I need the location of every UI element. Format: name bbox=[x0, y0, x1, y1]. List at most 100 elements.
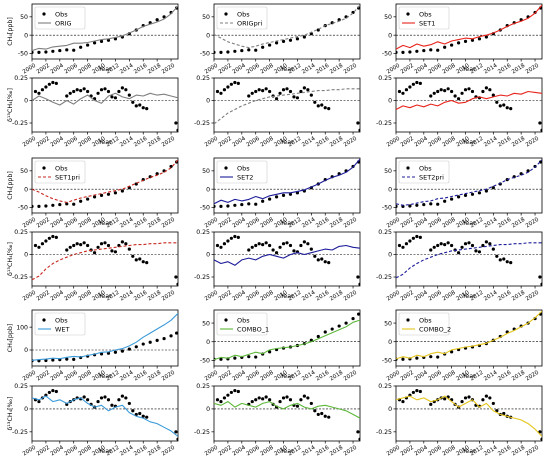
obs-point bbox=[176, 437, 178, 441]
obs-point bbox=[233, 356, 237, 360]
obs-point bbox=[429, 202, 433, 206]
x-tick-label: 2016 bbox=[315, 445, 331, 458]
y-axis-label: δ¹³CH₄[‰] bbox=[7, 242, 14, 276]
y-tick-label: -0.25 bbox=[376, 429, 392, 436]
x-tick-label: 2016 bbox=[497, 136, 513, 149]
x-tick-label: 2020 bbox=[161, 445, 177, 458]
x-tick-label: 2006 bbox=[64, 217, 80, 230]
series-line-combo_1 bbox=[214, 401, 360, 419]
obs-point bbox=[233, 234, 237, 239]
legend-entry-label: WET bbox=[55, 325, 70, 333]
obs-point bbox=[268, 243, 272, 248]
x-tick-label: 2008 bbox=[77, 290, 93, 303]
series-group bbox=[396, 159, 542, 208]
obs-point bbox=[117, 89, 121, 94]
x-tick-label: 2020 bbox=[343, 445, 359, 458]
x-tick-label: 2018 bbox=[147, 136, 163, 149]
legend-marker-obs bbox=[42, 166, 46, 170]
legend-entry-label: Obs bbox=[419, 316, 432, 324]
x-tick-label: 2020 bbox=[525, 63, 541, 76]
obs-point bbox=[281, 39, 286, 44]
x-tick-label: 2018 bbox=[511, 217, 527, 230]
x-tick-label: 2014 bbox=[119, 370, 135, 383]
x-tick-label: 2020 bbox=[343, 63, 359, 76]
obs-point bbox=[68, 245, 72, 249]
obs-point bbox=[432, 91, 436, 95]
legend-entry-label: SET2pri bbox=[419, 173, 444, 181]
obs-point bbox=[401, 357, 405, 361]
obs-point bbox=[113, 96, 118, 100]
obs-point bbox=[327, 261, 331, 265]
obs-point bbox=[106, 192, 111, 196]
obs-point bbox=[233, 49, 237, 53]
obs-point bbox=[226, 85, 230, 89]
obs-point bbox=[396, 204, 398, 208]
obs-point bbox=[134, 258, 138, 262]
x-tick-label: 2020 bbox=[525, 217, 541, 230]
obs-point bbox=[288, 192, 293, 196]
panel-orig-ch4: -500502000200220042006200820102012201420… bbox=[7, 3, 179, 76]
x-axis-label: Year bbox=[279, 372, 294, 380]
x-tick-label: 2006 bbox=[64, 445, 80, 458]
plot-frame bbox=[31, 385, 179, 442]
x-tick-label: 2002 bbox=[36, 370, 51, 383]
obs-point bbox=[233, 80, 237, 85]
plot-frame bbox=[395, 385, 543, 442]
x-tick-label: 2018 bbox=[329, 136, 345, 149]
obs-point bbox=[47, 390, 51, 395]
obs-point bbox=[470, 38, 475, 42]
obs-point bbox=[295, 404, 300, 408]
obs-point bbox=[40, 242, 45, 246]
obs-point bbox=[502, 103, 506, 107]
obs-point bbox=[222, 242, 227, 246]
x-tick-label: 2000 bbox=[204, 290, 220, 303]
obs-point bbox=[113, 250, 118, 254]
obs-point bbox=[82, 395, 86, 399]
obs-point bbox=[436, 243, 440, 248]
obs-point bbox=[408, 204, 412, 208]
obs-point bbox=[443, 89, 447, 93]
y-tick-label: -0.25 bbox=[12, 120, 28, 127]
x-tick-label: 2000 bbox=[204, 370, 220, 383]
y-tick-label: -0.25 bbox=[194, 274, 210, 281]
obs-point bbox=[415, 388, 419, 393]
obs-point bbox=[538, 275, 542, 279]
obs-point bbox=[295, 37, 300, 41]
obs-point bbox=[313, 409, 317, 413]
obs-point bbox=[236, 81, 240, 85]
series-group bbox=[32, 234, 178, 286]
panel-set2pri-ch4: -500502000200220042006200820102012201420… bbox=[382, 157, 543, 230]
obs-point bbox=[429, 94, 433, 98]
obs-point bbox=[418, 81, 422, 85]
obs-point bbox=[488, 396, 492, 400]
obs-point bbox=[113, 350, 118, 354]
series-group bbox=[396, 310, 542, 361]
obs-point bbox=[443, 397, 447, 401]
x-tick-label: 2004 bbox=[414, 370, 430, 383]
legend-entry-label: Obs bbox=[237, 10, 250, 18]
obs-point bbox=[443, 243, 447, 247]
obs-point bbox=[110, 249, 114, 253]
panel-origpri-ch4: -500502000200220042006200820102012201420… bbox=[200, 3, 361, 76]
obs-point bbox=[247, 48, 251, 52]
obs-point bbox=[250, 245, 254, 249]
x-tick-label: 2018 bbox=[329, 290, 345, 303]
obs-point bbox=[351, 316, 355, 321]
legend-entry-label: Obs bbox=[419, 164, 432, 172]
legend-entry-label: SET1pri bbox=[55, 173, 80, 181]
obs-point bbox=[278, 399, 282, 404]
x-tick-label: 2004 bbox=[50, 217, 66, 230]
x-tick-label: 2016 bbox=[133, 63, 149, 76]
y-tick-label: 0.25 bbox=[14, 383, 28, 390]
obs-point bbox=[337, 324, 341, 328]
obs-point bbox=[79, 89, 83, 93]
x-tick-label: 2018 bbox=[511, 290, 527, 303]
x-tick-label: 2004 bbox=[232, 63, 248, 76]
x-tick-label: 2006 bbox=[428, 290, 444, 303]
x-tick-label: 2006 bbox=[246, 370, 262, 383]
obs-point bbox=[214, 50, 216, 54]
obs-point bbox=[467, 395, 471, 399]
obs-point bbox=[446, 87, 450, 91]
y-tick-label: 50 bbox=[20, 14, 28, 21]
